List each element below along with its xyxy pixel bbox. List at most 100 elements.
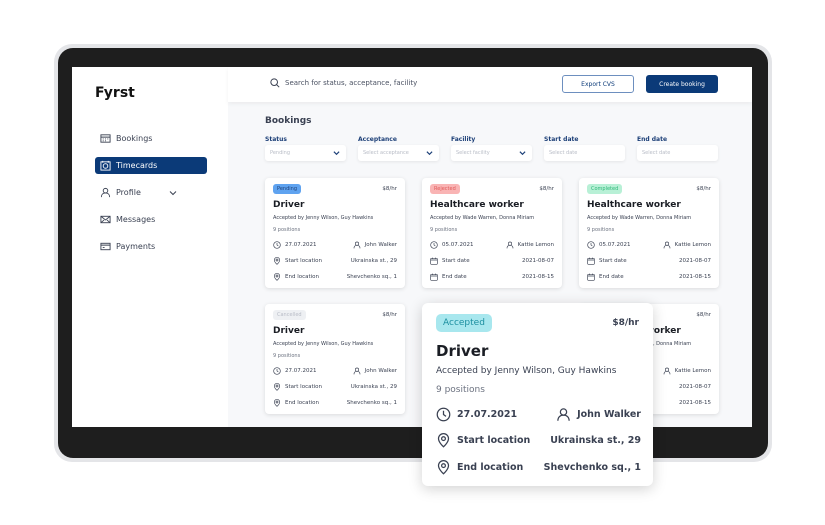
assignee: Kattie Lemon [674,242,711,248]
user-icon [353,367,361,375]
rate: $8/hr [382,312,397,318]
clock-icon [273,367,281,375]
sidebar-item-messages[interactable]: Messages [95,211,207,228]
status-badge: Completed [587,184,623,194]
end-row: End location Shevchenko sq., 1 [436,460,641,475]
sidebar-item-label: Profile [116,188,141,197]
rate: $8/hr [696,186,711,192]
filter-end-date[interactable]: Select date [637,145,718,161]
create-booking-button[interactable]: Create booking [646,75,718,93]
assignee: Kattie Lemon [517,242,554,248]
pin-icon [273,257,281,265]
filter-value: Select acceptance [363,150,409,156]
accepted-by: Accepted by Jenny Wilson, Guy Hawkins [436,366,617,376]
user-icon [557,408,570,421]
sidebar-item-bookings[interactable]: Bookings [95,130,207,147]
calendar-icon [430,257,438,265]
row-value: Shevchenko sq., 1 [543,462,641,473]
export-button[interactable]: Export CVS [562,75,634,93]
sidebar: Fyrst Bookings Timecards Profile Messages Pa… [72,67,228,427]
accepted-by: Accepted by Jenny Wilson, Guy Hawkins [273,341,374,347]
booking-card[interactable]: Pending $8/hr Driver Accepted by Jenny W… [265,178,405,288]
sidebar-item-label: Timecards [116,161,158,170]
start-row: Start date 2021-08-07 [587,257,711,265]
accepted-by: Accepted by Wade Warren, Donna Miriam [587,215,692,221]
end-row: End location Shevchenko sq., 1 [273,273,397,281]
card-title: Driver [436,342,489,360]
user-icon [353,241,361,249]
sidebar-item-label: Messages [116,215,156,224]
row-value: Ukrainska st., 29 [550,435,641,446]
rate: $8/hr [612,318,639,328]
filter-label: Acceptance [358,136,397,143]
start-row: Start location Ukrainska st., 29 [273,383,397,391]
clock-icon [273,241,281,249]
filter-value: Select date [549,150,578,156]
filter-facility[interactable]: Select facility [451,145,532,161]
assignee: John Walker [364,242,397,248]
pin-icon [273,383,281,391]
row-label: End location [285,400,320,406]
user-icon [100,187,111,198]
timecard-icon [100,160,111,171]
positions: 9 positions [273,353,301,359]
sidebar-item-timecards[interactable]: Timecards [95,157,207,174]
row-value: 2021-08-07 [679,258,711,264]
row-label: End date [599,274,624,280]
accepted-by: Accepted by Jenny Wilson, Guy Hawkins [273,215,374,221]
date: 05.07.2021 [599,242,631,248]
row-label: Start date [442,258,470,264]
row-label: End location [285,274,320,280]
sidebar-item-label: Payments [116,242,156,251]
clock-icon [430,241,438,249]
pin-icon [273,399,281,407]
chevron-down-icon [426,151,433,156]
filter-label: Start date [544,136,579,143]
app-screen: Fyrst Bookings Timecards Profile Messages Pa… [72,67,752,427]
calendar-grid-icon [100,134,111,143]
assignee: John Walker [577,409,641,420]
booking-card-enlarged[interactable]: Accepted $8/hr Driver Accepted by Jenny … [422,303,653,486]
card-icon [100,242,111,251]
booking-card[interactable]: Rejected $8/hr Healthcare worker Accepte… [422,178,562,288]
filter-status[interactable]: Pending [265,145,346,161]
rate: $8/hr [696,312,711,318]
chevron-down-icon [169,190,177,195]
clock-icon [436,407,451,422]
row-value: 2021-08-07 [522,258,554,264]
card-title: Healthcare worker [430,200,524,210]
date-row: 05.07.2021 Kattie Lemon [587,241,711,249]
rate: $8/hr [382,186,397,192]
filter-label: End date [637,136,668,143]
row-label: End location [457,462,524,473]
row-label: Start location [285,384,323,390]
booking-card[interactable]: Completed $8/hr Healthcare worker Accept… [579,178,719,288]
row-value: Ukrainska st., 29 [350,258,397,264]
accepted-by: Accepted by Wade Warren, Donna Miriam [430,215,535,221]
status-badge: Accepted [436,314,492,332]
end-row: End date 2021-08-15 [587,273,711,281]
row-value: Shevchenko sq., 1 [346,274,397,280]
pin-icon [437,433,450,448]
filter-value: Select date [642,150,671,156]
chevron-down-icon [519,151,526,156]
start-row: Start location Ukrainska st., 29 [273,257,397,265]
sidebar-item-profile[interactable]: Profile [95,184,207,201]
row-value: Ukrainska st., 29 [350,384,397,390]
sidebar-item-payments[interactable]: Payments [95,238,207,255]
filter-label: Status [265,136,287,143]
filter-start-date[interactable]: Select date [544,145,625,161]
filter-acceptance[interactable]: Select acceptance [358,145,439,161]
search-input[interactable]: Search for status, acceptance, facility [270,78,417,88]
filter-value: Pending [270,150,290,156]
sidebar-item-label: Bookings [116,134,153,143]
booking-card[interactable]: Cancelled $8/hr Driver Accepted by Jenny… [265,304,405,414]
positions: 9 positions [436,385,485,395]
date: 27.07.2021 [457,409,518,420]
date-row: 27.07.2021 John Walker [273,367,397,375]
clock-icon [587,241,595,249]
date: 27.07.2021 [285,368,317,374]
search-placeholder: Search for status, acceptance, facility [285,79,418,87]
card-title: Driver [273,200,305,210]
date: 05.07.2021 [442,242,474,248]
